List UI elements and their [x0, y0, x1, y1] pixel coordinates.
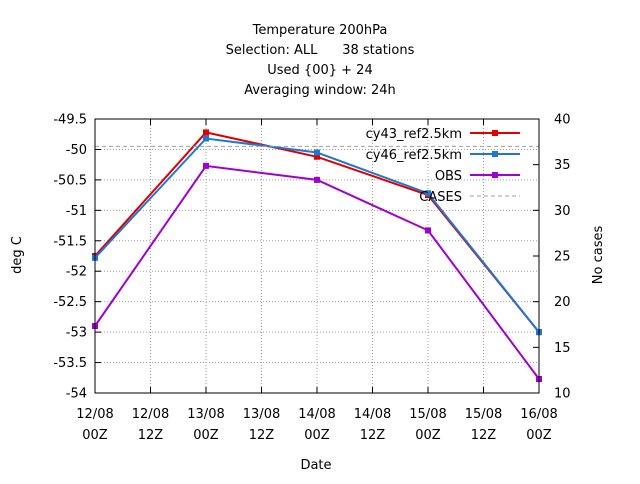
title-line-3: Used {00} + 24 [267, 63, 372, 78]
y2-axis: 40 35 30 25 20 15 10 [533, 113, 571, 402]
x-tick-label-date: 15/08 [409, 407, 446, 422]
title-line-1: Temperature 200hPa [252, 23, 388, 38]
legend-label: OBS [435, 169, 462, 184]
x-tick-label-hour: 12Z [249, 428, 275, 443]
series-point-cy46_ref2.5km [425, 190, 431, 197]
series-point-OBS [203, 162, 209, 169]
series-point-cy46_ref2.5km [314, 149, 320, 156]
x-tick-label-date: 12/08 [76, 407, 113, 422]
x-tick-label-hour: 00Z [415, 428, 441, 443]
series-point-cy43_ref2.5km [203, 129, 209, 136]
y-tick-label: -52 [66, 265, 87, 280]
chart-title: Temperature 200hPa Selection: ALL 38 sta… [226, 23, 415, 98]
grid [95, 119, 539, 393]
x-tick-label-hour: 12Z [360, 428, 386, 443]
x-axis: 12/08 00Z 12/08 12Z 13/08 00Z 13/08 12Z 14/08 00Z… [76, 119, 558, 443]
legend-marker [492, 130, 498, 136]
x-tick-label-date: 13/08 [243, 407, 280, 422]
y-tick-label: -51 [66, 204, 87, 219]
y2-tick-label: 20 [554, 295, 571, 310]
x-tick-label-hour: 12Z [138, 428, 164, 443]
y2-tick-label: 40 [554, 113, 571, 128]
legend-label: cy46_ref2.5km [366, 148, 462, 163]
x-tick-label-date: 16/08 [520, 407, 557, 422]
x-tick-label-hour: 00Z [304, 428, 330, 443]
y2-tick-label: 35 [554, 158, 571, 173]
x-tick-label-hour: 00Z [526, 428, 552, 443]
legend: cy43_ref2.5km cy46_ref2.5km OBS CASES [366, 127, 520, 205]
x-tick-label-hour: 00Z [193, 428, 219, 443]
y2-tick-label: 30 [554, 204, 571, 219]
y2-axis-label: No cases [591, 226, 606, 285]
x-tick-label-date: 13/08 [187, 407, 224, 422]
y-tick-label: -53.5 [53, 356, 87, 371]
legend-marker [492, 151, 498, 157]
y-tick-label: -52.5 [53, 295, 87, 310]
series-point-cy43_ref2.5km [314, 153, 320, 160]
y-tick-label: -54 [66, 387, 87, 402]
title-line-4: Averaging window: 24h [244, 83, 396, 98]
y-tick-label: -50 [66, 143, 87, 158]
y-axis: -49.5 -50 -50.5 -51 -51.5 -52 -52.5 -53 -53.5 -54 [53, 113, 101, 402]
series-point-OBS [314, 176, 320, 183]
y2-tick-label: 15 [554, 341, 571, 356]
y-tick-label: -51.5 [53, 234, 87, 249]
title-line-2: Selection: ALL 38 stations [226, 43, 415, 58]
y2-tick-label: 10 [554, 387, 571, 402]
x-tick-label-date: 14/08 [298, 407, 335, 422]
legend-marker [492, 172, 498, 178]
x-tick-label-hour: 00Z [82, 428, 108, 443]
y-tick-label: -50.5 [53, 173, 87, 188]
series-point-cy46_ref2.5km [203, 135, 209, 142]
legend-label: CASES [419, 190, 462, 205]
x-tick-label-date: 15/08 [465, 407, 502, 422]
x-axis-label: Date [300, 458, 331, 473]
series-point-OBS [425, 227, 431, 234]
legend-label: cy43_ref2.5km [366, 127, 462, 142]
x-tick-label-date: 14/08 [354, 407, 391, 422]
y-axis-label: deg C [10, 236, 25, 274]
y2-tick-label: 25 [554, 250, 571, 265]
x-tick-label-date: 12/08 [132, 407, 169, 422]
y-tick-label: -49.5 [53, 113, 87, 128]
y-tick-label: -53 [66, 326, 87, 341]
x-tick-label-hour: 12Z [471, 428, 497, 443]
plot-frame [94, 118, 540, 394]
